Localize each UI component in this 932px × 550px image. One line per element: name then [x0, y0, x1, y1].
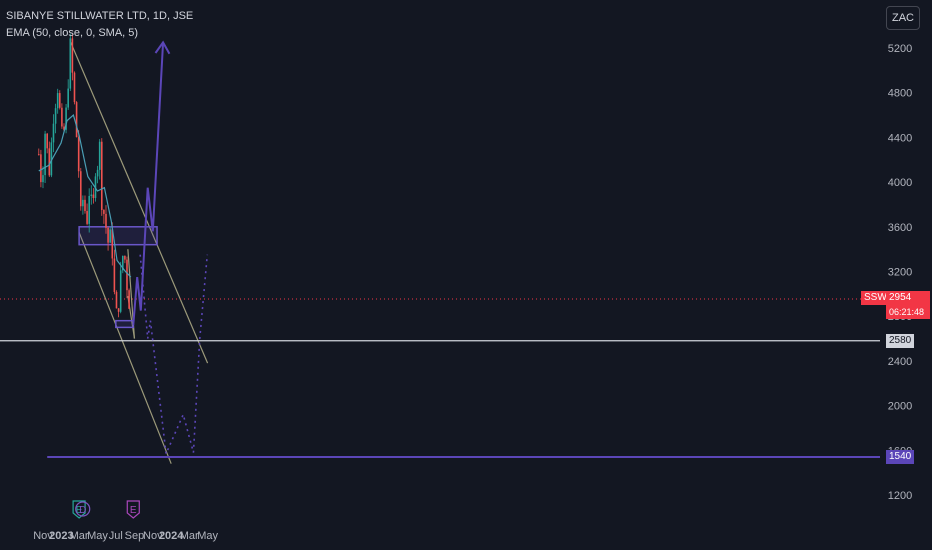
last-price-tag: 2954: [886, 291, 930, 305]
indicator-legend[interactable]: EMA (50, close, 0, SMA, 5): [6, 27, 139, 39]
y-tick-label: 4800: [888, 88, 912, 100]
channel-upper-line: [70, 42, 209, 364]
projection-arrowhead: [154, 40, 171, 55]
candle: [67, 88, 69, 108]
candle: [117, 308, 120, 312]
candle: [71, 38, 74, 73]
candle: [65, 107, 67, 130]
candle: [61, 107, 63, 127]
candle: [69, 38, 72, 89]
resistance-zone: [115, 319, 135, 329]
chart-title: SIBANYE STILLWATER LTD, 1D, JSE: [6, 10, 194, 22]
candle: [126, 259, 128, 291]
projection-path: [132, 42, 165, 326]
candle: [96, 169, 99, 177]
candle: [50, 142, 53, 176]
candle: [77, 137, 80, 172]
candle: [56, 93, 59, 109]
resistance-zone: [78, 226, 158, 246]
candle: [98, 141, 101, 170]
x-tick-label: May: [197, 530, 218, 542]
x-tick-label: 2024: [159, 530, 184, 542]
candle: [37, 154, 40, 156]
candle: [46, 133, 48, 149]
y-tick-label: 2000: [888, 401, 912, 413]
candle: [100, 141, 103, 210]
level-tag-1540: 1540: [886, 450, 915, 464]
candle: [121, 255, 124, 271]
candle: [58, 93, 61, 108]
y-tick-label: 3200: [888, 267, 912, 279]
earnings-marker: [126, 500, 140, 519]
x-tick-label: Mar: [70, 530, 89, 542]
currency-button[interactable]: ZAC: [886, 6, 920, 30]
y-tick-label: 3600: [888, 222, 912, 234]
candle: [119, 270, 122, 312]
candle: [105, 213, 107, 228]
candle: [109, 229, 111, 243]
candle: [128, 290, 130, 309]
candle: [88, 195, 90, 224]
y-tick-label: 2400: [888, 356, 912, 368]
y-tick-label: 4400: [888, 132, 912, 144]
candle: [86, 210, 88, 224]
x-tick-label: Nov: [33, 530, 53, 542]
candle: [44, 133, 46, 176]
candles-group: [37, 33, 130, 318]
event-marker-label: D: [79, 505, 86, 516]
candle: [113, 258, 116, 292]
candle: [92, 194, 95, 198]
candle: [73, 72, 76, 103]
candle: [79, 171, 82, 207]
x-tick-label: 2023: [49, 530, 73, 542]
event-marker-label: E: [76, 505, 83, 516]
candle: [107, 227, 109, 243]
candle: [84, 199, 86, 211]
candle: [82, 199, 84, 207]
candle: [42, 175, 44, 183]
y-tick-label: 5200: [888, 43, 912, 55]
ema-line: [38, 113, 132, 278]
y-tick-label: 4000: [888, 177, 912, 189]
candle: [111, 229, 114, 259]
symbol-tag: SSW: [861, 291, 890, 305]
y-tick-label: 1200: [888, 490, 912, 502]
event-marker-label: E: [130, 505, 137, 516]
candle: [124, 255, 126, 260]
dividend-marker: [75, 501, 91, 517]
candle: [63, 126, 65, 130]
x-tick-label: May: [87, 530, 108, 542]
candle: [90, 194, 93, 196]
candle: [115, 291, 118, 309]
candle: [54, 108, 57, 124]
candle: [48, 148, 51, 176]
candle: [52, 123, 55, 143]
candle: [103, 209, 105, 214]
candle: [75, 102, 78, 138]
x-tick-label: Sep: [125, 530, 145, 542]
level-tag-2580: 2580: [886, 334, 915, 348]
channel-lower-line: [78, 232, 172, 464]
x-tick-label: Jul: [109, 530, 123, 542]
countdown-tag: 06:21:48: [886, 305, 930, 319]
candle: [40, 154, 42, 183]
x-tick-label: Mar: [180, 530, 199, 542]
x-tick-label: Nov: [143, 530, 163, 542]
